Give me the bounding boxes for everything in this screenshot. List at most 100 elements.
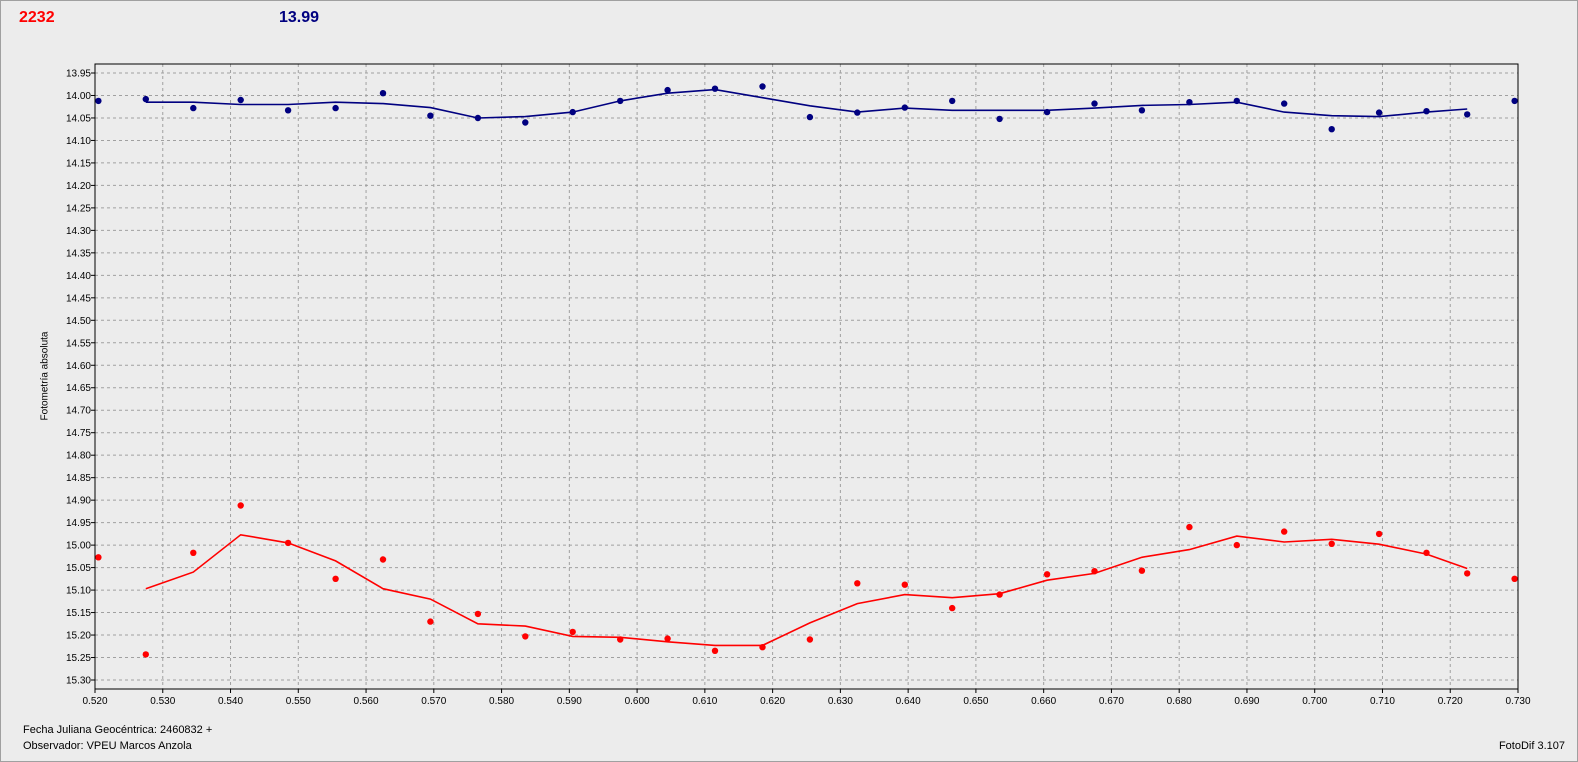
- data-point: [427, 618, 434, 625]
- data-point: [617, 636, 624, 643]
- data-point: [569, 108, 576, 116]
- data-point: [379, 90, 387, 97]
- data-point: [854, 580, 861, 587]
- x-tick-label: 0.700: [1302, 696, 1327, 707]
- x-tick-label: 0.660: [1031, 696, 1056, 707]
- data-point: [474, 610, 482, 618]
- data-point: [1423, 549, 1430, 556]
- y-tick-label: 14.00: [66, 91, 91, 102]
- y-tick-label: 14.50: [66, 316, 91, 327]
- data-point: [996, 591, 1003, 598]
- x-tick-label: 0.520: [82, 696, 107, 707]
- x-tick-label: 0.640: [896, 696, 921, 707]
- data-point: [1138, 107, 1146, 114]
- y-tick-label: 14.70: [66, 406, 91, 417]
- y-tick-label: 15.25: [66, 653, 91, 664]
- data-point: [1281, 100, 1288, 107]
- plot-area-border: [94, 63, 1519, 690]
- y-tick-label: 15.15: [66, 608, 91, 619]
- x-tick-label: 0.710: [1370, 696, 1395, 707]
- x-tick-label: 0.610: [692, 696, 717, 707]
- y-tick-label: 14.40: [66, 271, 91, 282]
- x-tick-label: 0.590: [557, 696, 582, 707]
- data-point: [284, 107, 292, 114]
- data-point: [1464, 111, 1471, 118]
- x-tick-label: 0.580: [489, 696, 514, 707]
- y-tick-label: 14.75: [66, 428, 91, 439]
- x-tick-label: 0.630: [828, 696, 853, 707]
- data-point: [522, 633, 529, 640]
- y-tick-label: 14.05: [66, 113, 91, 124]
- y-tick-label: 15.30: [66, 676, 91, 687]
- data-point: [711, 647, 719, 654]
- x-tick-label: 0.680: [1167, 696, 1192, 707]
- y-tick-labels: 13.95 14.00 14.05 14.10 14.15 14.20 14.25 14.30…: [66, 68, 91, 686]
- data-point: [142, 651, 149, 658]
- x-tick-label: 0.530: [150, 696, 175, 707]
- data-point: [427, 112, 434, 119]
- y-tick-label: 15.10: [66, 586, 91, 597]
- y-tick-label: 14.95: [66, 518, 91, 529]
- data-point: [284, 539, 292, 547]
- y-tick-label: 14.90: [66, 496, 91, 507]
- data-point: [1375, 530, 1383, 538]
- y-tick-label: 14.20: [66, 181, 91, 192]
- x-tick-label: 0.730: [1505, 696, 1530, 707]
- y-tick-label: 14.25: [66, 203, 91, 214]
- data-point: [379, 556, 387, 563]
- red-series: [95, 502, 1518, 658]
- y-tick-label: 14.85: [66, 473, 91, 484]
- data-point: [806, 636, 814, 643]
- data-point: [522, 119, 529, 126]
- series-layer: [95, 83, 1518, 658]
- data-point: [95, 554, 102, 561]
- x-tick-labels: 0.520 0.530 0.540 0.550 0.560 0.570 0.580 0.590…: [82, 696, 1530, 707]
- data-point: [1511, 97, 1518, 105]
- y-tick-label: 14.45: [66, 293, 91, 304]
- x-tick-label: 0.670: [1099, 696, 1124, 707]
- data-point: [1091, 100, 1098, 107]
- trend-line: [145, 88, 1468, 119]
- data-point: [1233, 541, 1241, 549]
- data-point: [1375, 109, 1383, 116]
- x-tick-label: 0.540: [218, 696, 243, 707]
- data-point: [617, 97, 624, 105]
- y-tick-label: 14.10: [66, 136, 91, 147]
- data-point: [190, 104, 197, 112]
- data-point: [190, 549, 197, 556]
- data-point: [1043, 571, 1051, 578]
- x-tick-label: 0.570: [421, 696, 446, 707]
- data-point: [1464, 570, 1471, 577]
- data-point: [1043, 108, 1051, 116]
- x-tick-label: 0.550: [286, 696, 311, 707]
- data-point: [569, 628, 576, 636]
- observer-label: Observador: VPEU Marcos Anzola: [23, 740, 192, 752]
- y-tick-label: 14.35: [66, 248, 91, 259]
- y-tick-label: 14.60: [66, 361, 91, 372]
- grid: [91, 64, 1519, 693]
- y-tick-label: 14.30: [66, 226, 91, 237]
- x-tick-label: 0.620: [760, 696, 785, 707]
- data-point: [332, 575, 339, 582]
- data-point: [474, 114, 482, 122]
- data-point: [711, 85, 719, 92]
- data-point: [1328, 540, 1335, 547]
- data-point: [901, 104, 908, 111]
- y-tick-label: 13.95: [66, 68, 91, 79]
- x-tick-label: 0.720: [1438, 696, 1463, 707]
- data-point: [1511, 575, 1518, 582]
- data-point: [1091, 568, 1098, 575]
- x-tick-label: 0.560: [354, 696, 379, 707]
- data-point: [664, 86, 671, 94]
- data-point: [1233, 97, 1241, 105]
- data-point: [901, 581, 908, 588]
- data-point: [142, 95, 149, 103]
- data-point: [949, 97, 956, 105]
- version-label: FotoDif 3.107: [1498, 740, 1565, 752]
- x-tick-label: 0.600: [625, 696, 650, 707]
- data-point: [1138, 567, 1146, 574]
- x-tick-label: 0.690: [1234, 696, 1259, 707]
- y-tick-label: 14.15: [66, 158, 91, 169]
- data-point: [759, 83, 766, 90]
